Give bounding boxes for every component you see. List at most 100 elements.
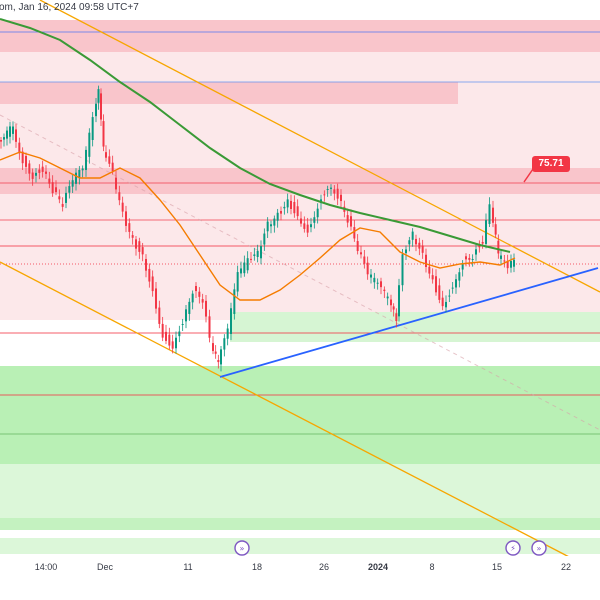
candle-body <box>61 203 64 207</box>
candle-body <box>256 251 259 257</box>
event-marker-icon[interactable]: ⚡ <box>505 540 521 556</box>
candle-body <box>421 245 424 253</box>
candle-body <box>95 103 97 117</box>
callout-pointer <box>523 168 534 183</box>
candle-body <box>296 206 299 217</box>
candle-body <box>68 186 71 193</box>
candle-body <box>131 235 134 238</box>
candle-body <box>451 287 454 289</box>
candle-body <box>51 182 54 194</box>
x-tick-label: 8 <box>429 562 434 572</box>
candle-body <box>212 343 214 351</box>
candle-body <box>326 188 329 190</box>
candle-body <box>75 172 77 184</box>
candle-body <box>31 172 34 179</box>
candle-body <box>100 93 102 120</box>
candle-body <box>336 188 339 199</box>
candle-body <box>273 218 276 226</box>
candle-body <box>500 255 502 259</box>
candle-body <box>316 208 319 218</box>
candle-body <box>165 331 167 341</box>
candle-body <box>431 275 434 280</box>
candle-body <box>41 166 44 172</box>
candle-body <box>171 341 174 349</box>
demand-zone-lower <box>0 464 600 518</box>
candle-body <box>78 169 81 178</box>
x-tick-label: 14:00 <box>35 562 58 572</box>
candle-body <box>102 121 105 147</box>
candle-body <box>428 266 431 274</box>
candle-body <box>181 323 184 325</box>
candle-body <box>226 328 229 339</box>
candle-body <box>260 246 262 259</box>
candle-body <box>58 196 61 200</box>
candle-body <box>195 286 197 292</box>
long-moving-average-line <box>0 18 511 253</box>
candle-body <box>55 187 57 193</box>
svg-text:»: » <box>537 544 542 553</box>
candle-body <box>390 299 392 306</box>
demand-zone-bottom <box>0 518 600 530</box>
candle-body <box>366 262 369 275</box>
candle-body <box>15 129 17 142</box>
candle-body <box>148 268 151 282</box>
candle-body <box>510 261 512 268</box>
candle-body <box>155 288 157 309</box>
candle-body <box>128 223 131 232</box>
candle-body <box>276 212 279 221</box>
candle-body <box>236 272 239 292</box>
candle-body <box>205 300 207 317</box>
candle-body <box>471 258 474 261</box>
candle-body <box>185 309 187 322</box>
candle-body <box>208 316 211 338</box>
candle-body <box>18 142 21 154</box>
candle-body <box>223 338 226 350</box>
candle-body <box>188 301 191 314</box>
candle-body <box>310 224 312 228</box>
demand-zone-base <box>0 538 600 554</box>
candle-body <box>125 211 127 226</box>
candle-body <box>401 254 404 286</box>
candle-body <box>395 313 398 322</box>
candle-body <box>280 211 282 214</box>
event-marker-icon[interactable]: » <box>234 540 250 556</box>
x-tick-label: 11 <box>183 562 192 572</box>
candle-body <box>330 187 332 189</box>
candle-body <box>286 199 289 208</box>
candle-body <box>81 168 84 171</box>
candle-body <box>138 241 141 252</box>
candle-body <box>448 295 451 297</box>
candle-body <box>415 238 417 245</box>
candle-body <box>6 130 8 139</box>
candle-body <box>350 216 352 227</box>
candle-body <box>201 299 204 303</box>
candle-body <box>111 162 114 172</box>
candle-body <box>85 149 87 170</box>
event-marker-icon[interactable]: » <box>531 540 547 556</box>
event-markers[interactable]: » ⚡ » <box>234 540 547 556</box>
ascending-trendline <box>219 267 599 378</box>
svg-text:»: » <box>240 544 245 553</box>
candle-body <box>12 126 14 134</box>
candle-body <box>392 306 395 310</box>
candle-body <box>151 276 154 292</box>
candle-body <box>435 276 437 293</box>
candle-body <box>263 233 266 245</box>
candle-body <box>105 152 107 158</box>
candle-body <box>333 189 336 194</box>
candle-body <box>303 223 306 229</box>
candle-body <box>492 207 494 223</box>
candle-body <box>455 279 457 288</box>
price-callout-badge[interactable]: 75.71 <box>532 156 570 172</box>
x-axis-band <box>0 556 600 600</box>
candle-body <box>28 163 31 174</box>
candle-body <box>35 172 37 176</box>
x-tick-label: 15 <box>492 562 502 572</box>
candle-body <box>411 231 414 240</box>
candle-body <box>270 224 272 227</box>
candle-body <box>353 227 356 239</box>
candle-body <box>108 156 111 164</box>
candle-body <box>356 241 359 252</box>
candle-body <box>360 252 362 255</box>
